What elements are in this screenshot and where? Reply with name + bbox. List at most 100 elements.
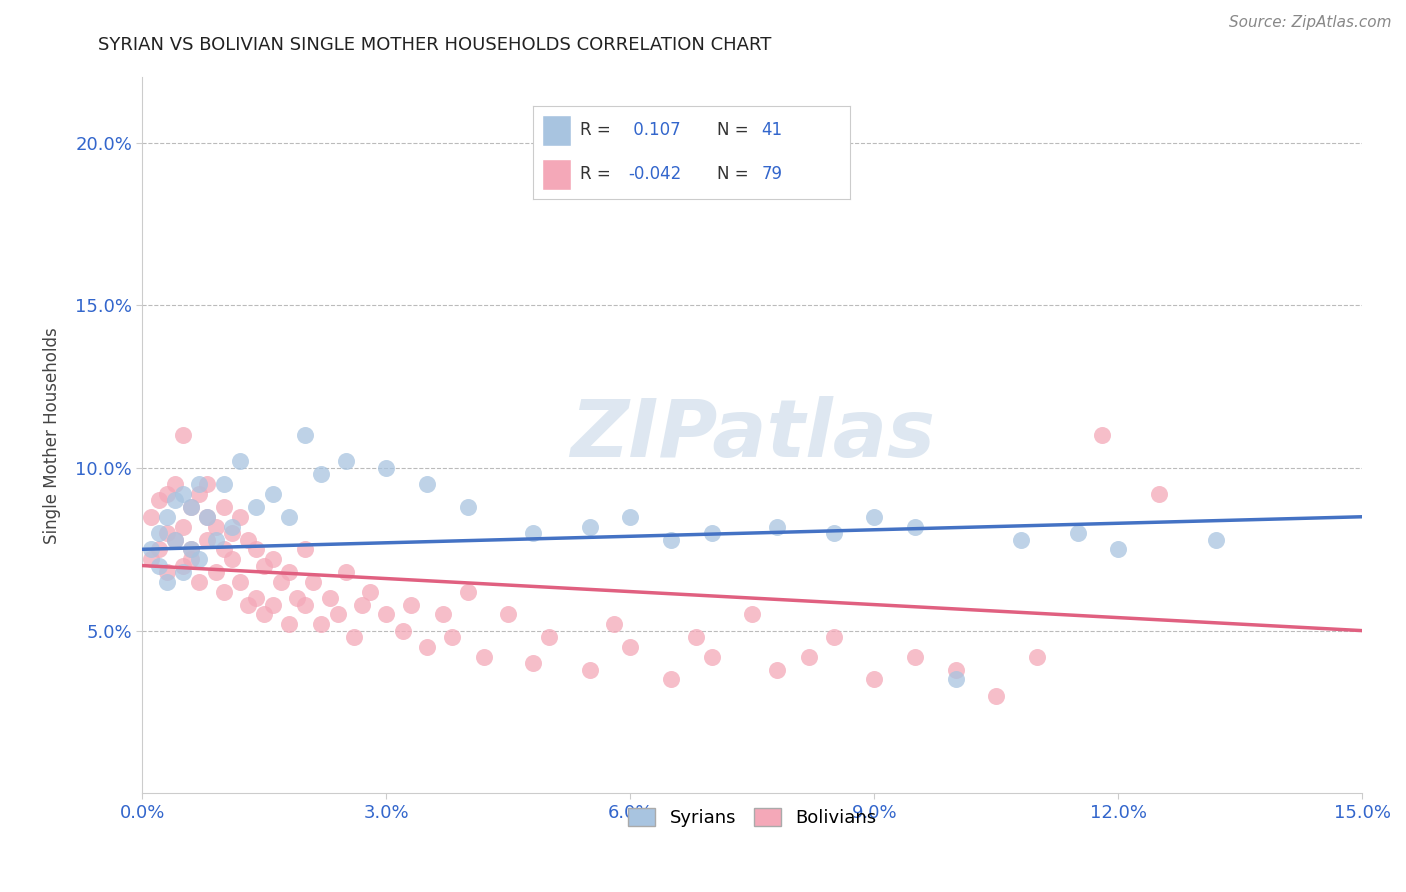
Point: [188, 487, 211, 501]
Text: SYRIAN VS BOLIVIAN SINGLE MOTHER HOUSEHOLDS CORRELATION CHART: SYRIAN VS BOLIVIAN SINGLE MOTHER HOUSEHO…: [98, 36, 772, 54]
Y-axis label: Single Mother Households: Single Mother Households: [44, 327, 60, 544]
Point: [212, 477, 235, 491]
Point: [498, 607, 520, 622]
Point: [156, 509, 179, 524]
Point: [180, 500, 202, 514]
Point: [245, 542, 267, 557]
Point: [311, 467, 333, 482]
Point: [863, 509, 886, 524]
Point: [1026, 649, 1049, 664]
Point: [229, 574, 252, 589]
Point: [148, 493, 170, 508]
Point: [659, 533, 682, 547]
Point: [238, 533, 260, 547]
Point: [1067, 526, 1090, 541]
Point: [139, 552, 162, 566]
Point: [578, 663, 600, 677]
Point: [823, 630, 845, 644]
Point: [432, 607, 454, 622]
Point: [578, 519, 600, 533]
Point: [538, 630, 561, 644]
Point: [1205, 533, 1227, 547]
Point: [375, 461, 398, 475]
Point: [335, 454, 357, 468]
Point: [685, 630, 707, 644]
Point: [262, 552, 284, 566]
Point: [318, 591, 340, 606]
Text: Source: ZipAtlas.com: Source: ZipAtlas.com: [1229, 15, 1392, 29]
Point: [277, 565, 299, 579]
Point: [148, 526, 170, 541]
Point: [766, 663, 789, 677]
Point: [440, 630, 463, 644]
Point: [204, 519, 226, 533]
Point: [416, 640, 439, 654]
Point: [799, 649, 821, 664]
Point: [472, 649, 495, 664]
Point: [172, 428, 194, 442]
Point: [188, 574, 211, 589]
Point: [1091, 428, 1114, 442]
Point: [399, 598, 422, 612]
Point: [262, 487, 284, 501]
Point: [945, 673, 967, 687]
Point: [823, 526, 845, 541]
Point: [163, 477, 186, 491]
Point: [603, 617, 626, 632]
Point: [1147, 487, 1170, 501]
Point: [180, 500, 202, 514]
Point: [221, 526, 243, 541]
Point: [188, 477, 211, 491]
Point: [904, 519, 927, 533]
Point: [180, 542, 202, 557]
Point: [375, 607, 398, 622]
Point: [204, 565, 226, 579]
Point: [945, 663, 967, 677]
Point: [212, 500, 235, 514]
Point: [391, 624, 413, 638]
Point: [172, 558, 194, 573]
Point: [139, 542, 162, 557]
Point: [700, 526, 723, 541]
Point: [172, 519, 194, 533]
Point: [1108, 542, 1130, 557]
Point: [343, 630, 366, 644]
Point: [221, 552, 243, 566]
Point: [204, 533, 226, 547]
Point: [619, 509, 641, 524]
Point: [311, 617, 333, 632]
Point: [294, 542, 316, 557]
Point: [302, 574, 325, 589]
Text: ZIPatlas: ZIPatlas: [569, 396, 935, 475]
Point: [741, 607, 763, 622]
Point: [522, 656, 544, 670]
Point: [522, 526, 544, 541]
Point: [172, 487, 194, 501]
Point: [863, 673, 886, 687]
Point: [163, 533, 186, 547]
Point: [986, 689, 1008, 703]
Point: [359, 584, 381, 599]
Point: [416, 477, 439, 491]
Point: [229, 509, 252, 524]
Point: [163, 533, 186, 547]
Point: [197, 477, 219, 491]
Point: [253, 607, 276, 622]
Point: [156, 526, 179, 541]
Point: [212, 542, 235, 557]
Point: [180, 542, 202, 557]
Point: [221, 519, 243, 533]
Point: [156, 487, 179, 501]
Point: [294, 428, 316, 442]
Point: [277, 509, 299, 524]
Point: [245, 500, 267, 514]
Point: [197, 533, 219, 547]
Point: [700, 649, 723, 664]
Point: [197, 509, 219, 524]
Point: [904, 649, 927, 664]
Point: [148, 558, 170, 573]
Legend: Syrians, Bolivians: Syrians, Bolivians: [621, 801, 884, 834]
Point: [180, 552, 202, 566]
Point: [457, 500, 479, 514]
Point: [156, 574, 179, 589]
